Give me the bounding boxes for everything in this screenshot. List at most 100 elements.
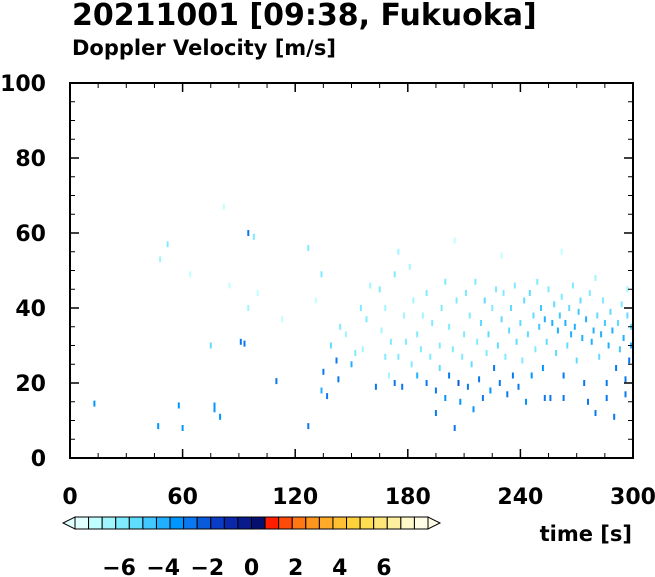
colorbar-tick-label: 2: [288, 556, 303, 577]
data-point: [256, 290, 259, 296]
colorbar-segment: [264, 516, 280, 530]
data-point: [594, 275, 597, 281]
data-point: [421, 312, 424, 319]
data-point: [281, 316, 284, 323]
data-point: [393, 271, 396, 278]
data-point: [496, 342, 499, 349]
data-point: [361, 346, 364, 353]
data-point: [485, 350, 488, 356]
data-point: [459, 398, 462, 405]
data-point: [431, 320, 434, 326]
data-point: [598, 353, 601, 360]
data-point: [603, 320, 606, 326]
data-point: [498, 380, 501, 386]
data-point: [354, 350, 357, 356]
data-point: [397, 248, 400, 255]
data-point: [495, 286, 497, 293]
colorbar-tick-label: 6: [376, 556, 391, 577]
data-point: [521, 357, 524, 364]
colorbar-segment: [305, 516, 320, 530]
data-point: [320, 271, 323, 278]
data-point: [403, 312, 405, 319]
chart-title: 20211001 [09:38, Fukuoka]: [72, 0, 537, 33]
data-point: [369, 282, 372, 289]
data-point: [523, 297, 526, 304]
data-point: [213, 406, 216, 413]
data-point: [626, 312, 629, 319]
data-point: [592, 327, 595, 334]
data-point: [532, 312, 535, 319]
data-point: [374, 383, 377, 390]
data-point: [438, 365, 441, 371]
data-point: [476, 338, 479, 345]
y-tick-label: 80: [15, 147, 46, 172]
colorbar-segment: [400, 516, 415, 530]
data-point: [444, 395, 447, 401]
colorbar-segment: [196, 516, 212, 530]
data-point: [568, 305, 571, 311]
data-point: [453, 425, 456, 431]
data-point: [335, 357, 338, 364]
data-point: [314, 297, 317, 304]
data-point: [326, 393, 329, 400]
data-point: [577, 308, 580, 315]
data-point: [444, 278, 447, 285]
data-point: [487, 331, 490, 338]
data-point: [461, 353, 464, 360]
data-point: [549, 395, 552, 401]
data-point: [622, 335, 625, 341]
data-point: [448, 372, 451, 379]
colorbar-high-arrow: [427, 516, 442, 530]
colorbar-segment: [291, 516, 307, 530]
data-point: [508, 327, 511, 334]
data-point: [517, 383, 520, 390]
data-point: [384, 305, 387, 311]
data-point: [543, 395, 546, 401]
colorbar-segment: [101, 516, 117, 530]
data-point: [448, 323, 451, 330]
data-point: [609, 308, 612, 315]
data-point: [481, 395, 484, 401]
colorbar-segment: [346, 516, 361, 530]
x-tick-label: 240: [497, 485, 543, 510]
colorbar-segment: [74, 516, 90, 530]
data-point: [528, 290, 531, 296]
data-point: [408, 263, 411, 270]
data-point: [429, 353, 432, 360]
colorbar-low-arrow: [61, 516, 76, 530]
data-point: [239, 338, 242, 345]
data-point: [602, 297, 604, 304]
data-point: [543, 316, 546, 323]
data-point: [615, 365, 618, 371]
data-point: [573, 323, 576, 330]
colorbar-segment: [169, 516, 185, 530]
data-point: [438, 342, 441, 349]
data-point: [493, 365, 496, 371]
data-point: [626, 286, 629, 293]
data-point: [159, 256, 162, 263]
data-point: [434, 387, 437, 394]
axes: 0 60 120 180 240 300 0 20 40 60 80 100: [0, 72, 655, 510]
data-point: [275, 378, 278, 385]
data-point: [389, 338, 392, 345]
data-point: [551, 320, 554, 326]
data-point: [247, 230, 250, 236]
data-point: [416, 331, 419, 338]
y-tick-label: 100: [0, 72, 46, 97]
data-point: [425, 380, 428, 386]
data-point: [564, 320, 567, 326]
data-point: [562, 395, 565, 401]
data-point: [480, 320, 482, 326]
data-point: [189, 271, 192, 278]
data-point: [463, 331, 466, 338]
data-point: [489, 387, 492, 394]
data-point: [350, 361, 353, 368]
data-point: [581, 335, 584, 341]
data-point: [594, 410, 597, 416]
data-point: [611, 327, 614, 334]
data-point: [384, 353, 387, 360]
data-point: [307, 423, 310, 430]
data-point: [378, 286, 381, 293]
colorbar-segment: [332, 516, 348, 530]
colorbar-segment: [237, 516, 253, 530]
